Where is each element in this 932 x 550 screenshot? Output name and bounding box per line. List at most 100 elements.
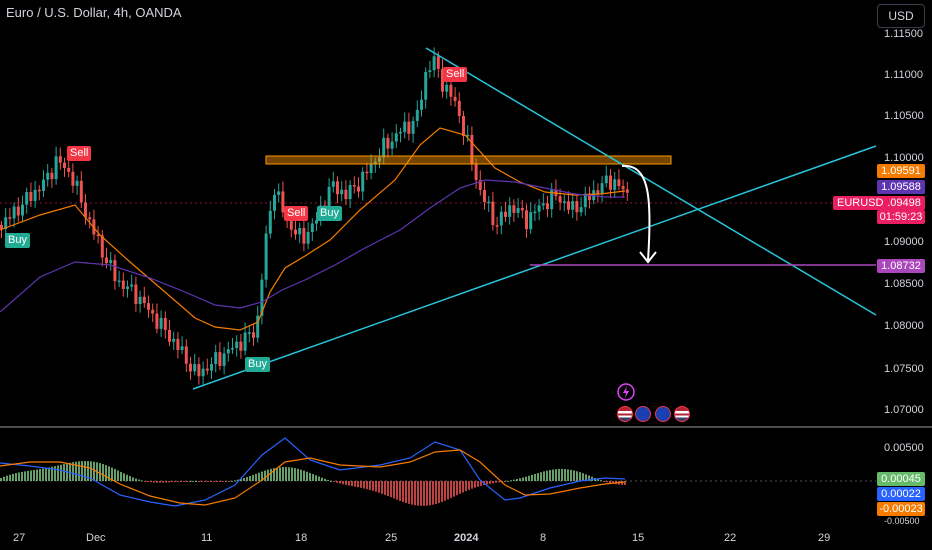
histogram-bar (72, 462, 74, 481)
histogram-bar (375, 481, 377, 492)
candle-body (126, 286, 129, 289)
histogram-bar (426, 481, 428, 506)
histogram-bar (9, 474, 11, 481)
currency-button[interactable]: USD (877, 4, 925, 28)
candle-body (252, 332, 255, 338)
histogram-bar (141, 480, 143, 482)
histogram-bar (111, 467, 113, 481)
candle-body (407, 121, 411, 134)
price-axis-label: 1.10000 (884, 152, 924, 164)
candle-body (79, 180, 83, 203)
signal-value-badge: -0.00023 (877, 502, 925, 516)
candle-body (478, 180, 482, 191)
histogram-bar (492, 481, 494, 484)
candle-body (529, 212, 533, 230)
histogram-bar (411, 481, 413, 505)
histogram-bar (90, 461, 92, 481)
symbol-tag[interactable]: EURUSD (833, 196, 888, 210)
sell-signal[interactable]: Sell (284, 206, 309, 221)
histogram-bar (204, 481, 206, 482)
histogram-bar (195, 480, 197, 482)
candle-body (264, 233, 268, 280)
histogram-bar (555, 469, 557, 481)
histogram-bar (582, 473, 584, 481)
candle-body (96, 234, 100, 237)
histogram-bar (198, 481, 200, 482)
histogram-bar (246, 477, 248, 481)
histogram-bar (192, 480, 194, 482)
time-axis-label: 25 (385, 532, 398, 544)
price-axis-label: 1.09000 (884, 236, 924, 248)
candle-body (520, 207, 524, 211)
candle-body (399, 131, 402, 134)
candle-body (294, 229, 297, 235)
candle-body (575, 201, 579, 213)
candle-body (193, 364, 197, 372)
candle-body (100, 235, 104, 258)
histogram-bar (477, 481, 479, 487)
histogram-bar (570, 469, 572, 481)
indicator-axis-label: -0.00500 (884, 516, 920, 526)
histogram-bar (414, 481, 416, 506)
candle-body (130, 284, 134, 287)
orange-ma-badge: 1.09591 (877, 164, 925, 178)
candle-body (180, 346, 184, 351)
candle-body (512, 205, 516, 213)
buy-signal[interactable]: Buy (317, 206, 342, 221)
histogram-bar (183, 481, 185, 482)
lightning-icon[interactable] (617, 383, 635, 401)
level-price-badge: 1.08732 (877, 259, 925, 273)
candle-body (344, 189, 348, 200)
histogram-bar (273, 468, 275, 481)
chart-title: Euro / U.S. Dollar, 4h, OANDA (6, 5, 182, 20)
sell-signal[interactable]: Sell (443, 67, 468, 82)
candle-body (172, 338, 176, 342)
projection-arrow (621, 164, 651, 261)
histogram-bar (18, 472, 20, 481)
histogram-bar (387, 481, 389, 497)
histogram-bar (306, 471, 308, 481)
candle-body (562, 201, 566, 203)
us-flag-icon[interactable] (674, 406, 690, 422)
histogram-bar (300, 469, 302, 481)
sell-signal[interactable]: Sell (67, 146, 92, 161)
histogram-bar (423, 481, 425, 506)
candle-body (441, 68, 444, 92)
eu-flag-icon[interactable] (635, 406, 651, 422)
buy-signal[interactable]: Buy (5, 233, 30, 248)
histogram-bar (576, 471, 578, 481)
eu-flag-icon[interactable] (655, 406, 671, 422)
histogram-bar (222, 481, 224, 482)
histogram-bar (429, 481, 431, 506)
orange-moving-average (0, 127, 626, 331)
candle-body (50, 172, 54, 180)
price-axis-label: 1.11500 (884, 28, 923, 40)
histogram-bar (384, 481, 386, 495)
histogram-bar (528, 475, 530, 481)
candle-body (302, 228, 306, 244)
histogram-bar (432, 481, 434, 505)
histogram-bar (624, 481, 626, 485)
histogram-bar (435, 481, 437, 504)
histogram-bar (24, 471, 26, 481)
candle-body (189, 363, 192, 372)
candle-body (592, 190, 596, 201)
candle-body (504, 211, 507, 217)
histogram-bar (609, 481, 611, 484)
candle-body (365, 171, 369, 174)
candle-body (0, 225, 3, 229)
histogram-bar (63, 464, 65, 481)
buy-signal[interactable]: Buy (245, 357, 270, 372)
histogram-bar (201, 481, 203, 482)
candle-body (596, 190, 600, 195)
histogram-bar (453, 481, 455, 497)
histogram-bar (378, 481, 380, 493)
us-flag-icon[interactable] (617, 406, 633, 422)
histogram-bar (60, 464, 62, 481)
histogram-bar (6, 475, 8, 481)
time-axis-label: 15 (632, 532, 645, 544)
histogram-bar (579, 472, 581, 481)
price-axis-label: 1.08000 (884, 320, 924, 332)
candle-body (25, 192, 29, 205)
